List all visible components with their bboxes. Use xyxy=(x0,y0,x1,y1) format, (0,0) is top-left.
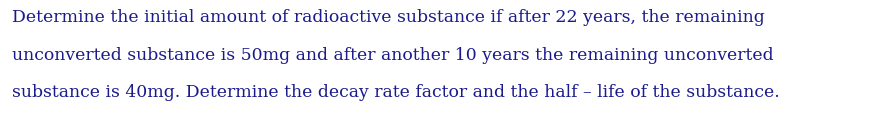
Text: substance is 40mg. Determine the decay rate factor and the half – life of the su: substance is 40mg. Determine the decay r… xyxy=(12,84,779,101)
Text: Determine the initial amount of radioactive substance if after 22 years, the rem: Determine the initial amount of radioact… xyxy=(12,9,764,26)
Text: unconverted substance is 50mg and after another 10 years the remaining unconvert: unconverted substance is 50mg and after … xyxy=(12,46,773,63)
